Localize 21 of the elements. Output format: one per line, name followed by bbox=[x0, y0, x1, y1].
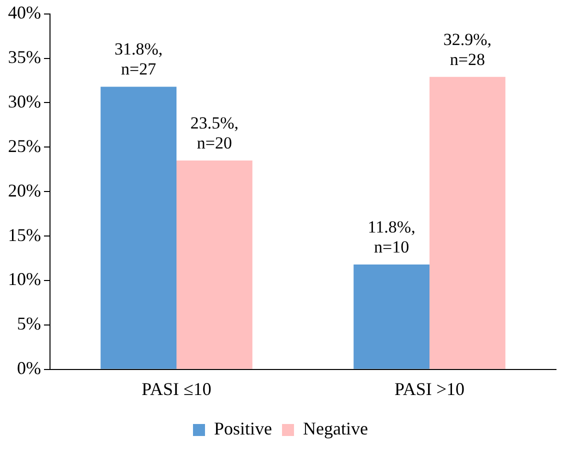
x-tick-label: PASI >10 bbox=[394, 378, 465, 399]
bar bbox=[354, 264, 430, 369]
bar bbox=[430, 76, 506, 369]
y-tick-label: 35% bbox=[8, 46, 41, 67]
data-label: 11.8%, n=10 bbox=[368, 217, 416, 256]
y-tick-label: 15% bbox=[8, 224, 41, 245]
y-tick-label: 0% bbox=[16, 358, 41, 378]
y-tick-label: 10% bbox=[8, 269, 41, 290]
data-label: 23.5%, n=20 bbox=[190, 113, 239, 152]
data-label: 31.8%, n=27 bbox=[114, 40, 163, 79]
y-tick-label: 5% bbox=[16, 314, 41, 334]
data-label: 32.9%, n=28 bbox=[443, 30, 492, 69]
x-tick-label: PASI ≤10 bbox=[142, 378, 212, 399]
y-tick-label: 25% bbox=[8, 136, 41, 156]
y-tick-label: 20% bbox=[8, 180, 41, 200]
y-tick-label: 40% bbox=[8, 2, 41, 23]
bar bbox=[176, 160, 252, 369]
legend-label: Positive bbox=[214, 418, 272, 439]
bar bbox=[100, 86, 176, 369]
legend-label: Negative bbox=[303, 418, 368, 439]
y-tick-label: 30% bbox=[8, 91, 41, 112]
